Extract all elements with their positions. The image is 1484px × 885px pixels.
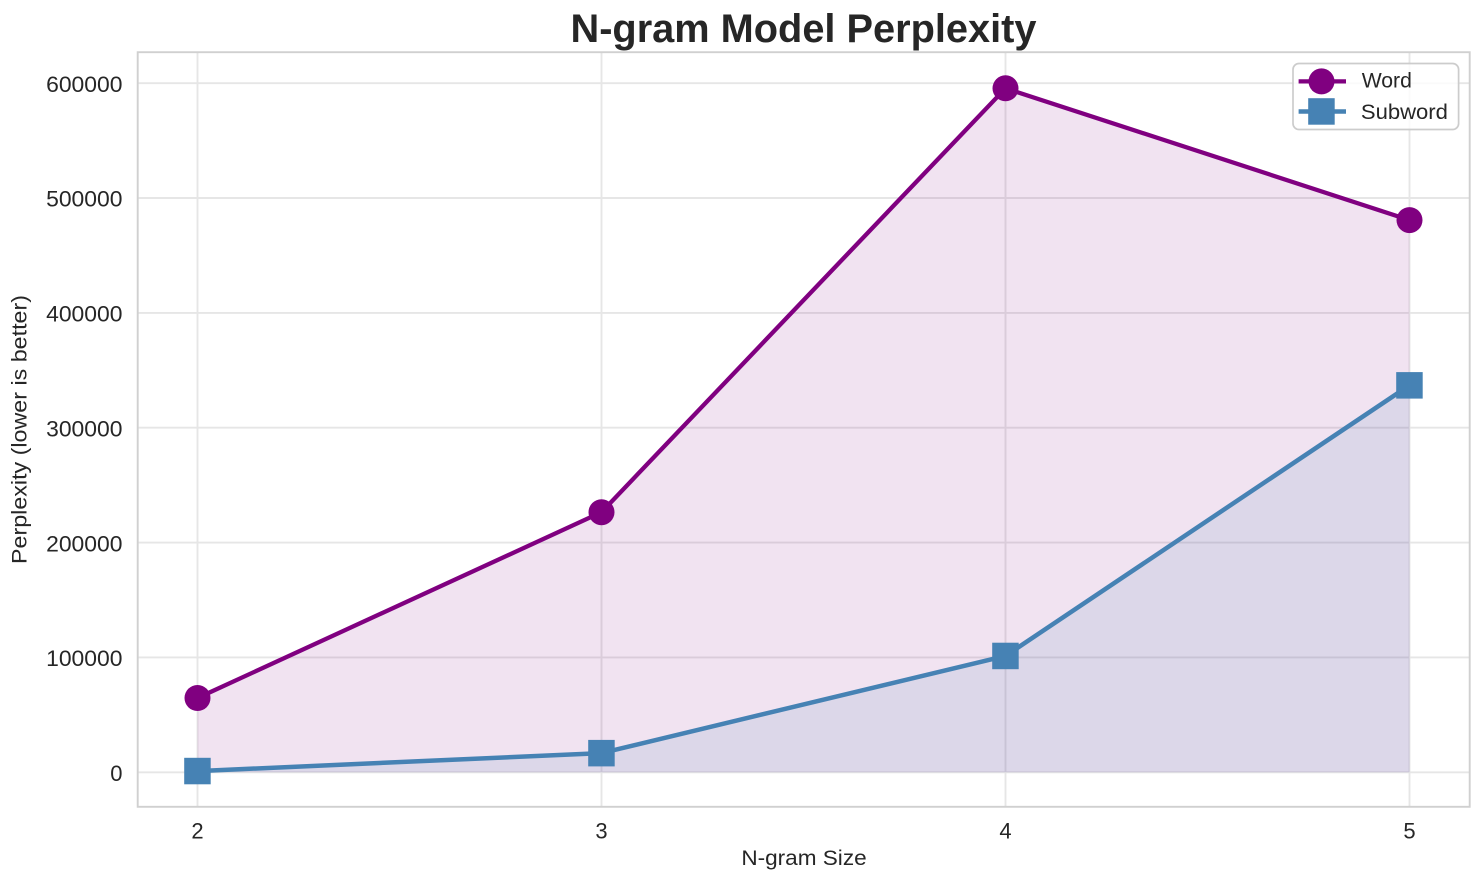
svg-text:300000: 300000 <box>46 416 122 441</box>
svg-text:600000: 600000 <box>46 72 122 97</box>
svg-text:0: 0 <box>110 761 122 786</box>
svg-text:400000: 400000 <box>46 302 122 327</box>
svg-text:Word: Word <box>1362 69 1412 92</box>
svg-text:4: 4 <box>999 818 1011 843</box>
svg-text:N-gram Size: N-gram Size <box>741 847 866 870</box>
svg-text:3: 3 <box>595 818 607 843</box>
svg-text:5: 5 <box>1403 818 1415 843</box>
svg-text:Subword: Subword <box>1361 101 1448 124</box>
svg-text:200000: 200000 <box>46 531 122 556</box>
svg-text:Perplexity (lower is better): Perplexity (lower is better) <box>9 295 32 564</box>
svg-text:N-gram Model Perplexity: N-gram Model Perplexity <box>571 7 1038 51</box>
svg-text:100000: 100000 <box>46 646 122 671</box>
svg-text:500000: 500000 <box>46 187 122 212</box>
svg-text:2: 2 <box>191 818 203 843</box>
